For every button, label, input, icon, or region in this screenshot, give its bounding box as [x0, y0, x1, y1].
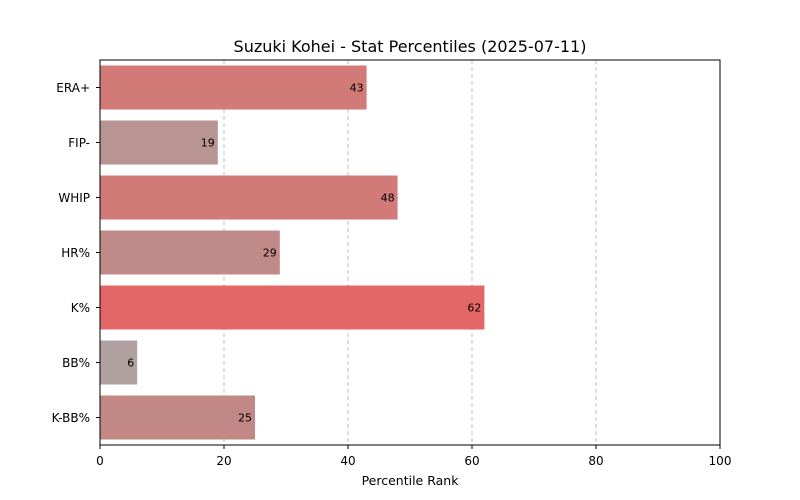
value-label-K-BB%: 25 — [238, 412, 252, 425]
x-tick-label: 80 — [588, 454, 603, 468]
y-tick-label-HR%: HR% — [61, 246, 90, 260]
value-labels: 43 19 48 29 62 6 25 — [127, 82, 481, 425]
value-label-FIP-: 19 — [201, 137, 215, 150]
x-tick-label: 60 — [464, 454, 479, 468]
bar-HR% — [100, 230, 280, 275]
bars — [100, 65, 485, 440]
y-tick-label-WHIP: WHIP — [58, 191, 90, 205]
x-tick-label: 40 — [340, 454, 355, 468]
plot-frame — [99, 59, 721, 446]
y-tick-label-K-BB%: K-BB% — [52, 411, 90, 425]
y-tick-label-BB%: BB% — [62, 356, 90, 370]
chart-title: Suzuki Kohei - Stat Percentiles (2025-07… — [234, 37, 587, 56]
value-label-HR%: 29 — [263, 247, 277, 260]
x-tick-label: 100 — [709, 454, 732, 468]
value-label-BB%: 6 — [127, 357, 134, 370]
bar-WHIP — [100, 175, 398, 220]
bar-ERA+ — [100, 65, 367, 110]
y-tick-label-ERA+: ERA+ — [56, 81, 90, 95]
value-label-WHIP: 48 — [381, 192, 395, 205]
bar-BB% — [100, 340, 138, 385]
y-tick-label-FIP-: FIP- — [68, 136, 90, 150]
y-axis: ERA+ FIP- WHIP HR% K% BB% K-BB% — [52, 81, 100, 425]
x-axis-label: Percentile Rank — [362, 473, 460, 488]
value-label-K%: 62 — [467, 302, 481, 315]
x-axis: 0 20 40 60 80 100 — [96, 445, 731, 468]
y-tick-label-K%: K% — [71, 301, 90, 315]
value-label-ERA+: 43 — [350, 82, 364, 95]
bar-K% — [100, 285, 485, 330]
bar-K-BB% — [100, 395, 255, 440]
x-tick-label: 20 — [216, 454, 231, 468]
bar-FIP- — [100, 120, 218, 165]
x-tick-label: 0 — [96, 454, 104, 468]
